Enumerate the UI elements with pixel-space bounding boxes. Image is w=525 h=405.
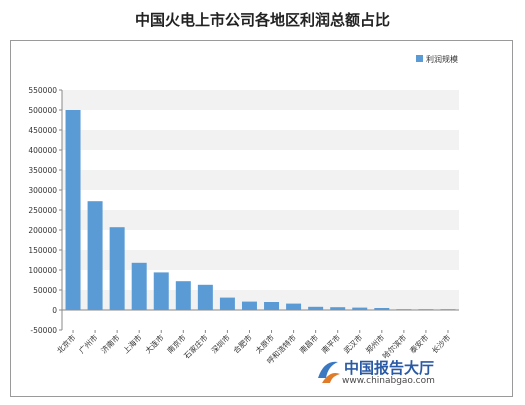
y-tick-label: 450000 — [28, 126, 57, 135]
y-tick-label: 200000 — [28, 226, 57, 235]
chart-frame — [10, 40, 513, 397]
y-tick-label: -50000 — [30, 326, 57, 335]
legend-label: 利润规模 — [426, 54, 458, 64]
chart-title: 中国火电上市公司各地区利润总额占比 — [134, 11, 390, 29]
y-tick-label: 300000 — [28, 186, 57, 195]
bar-14 — [352, 307, 368, 310]
y-tick-label: 400000 — [28, 146, 57, 155]
x-tick-label: 济南市 — [99, 332, 122, 355]
bar-9 — [241, 301, 257, 310]
grid-band — [62, 210, 459, 230]
bar-3 — [109, 227, 125, 310]
bar-18 — [440, 309, 456, 310]
bar-13 — [330, 307, 346, 310]
x-tick-label: 南平市 — [319, 332, 342, 355]
x-tick-label: 大连市 — [143, 332, 166, 355]
bar-10 — [264, 302, 280, 310]
y-tick-label: 250000 — [28, 206, 57, 215]
bar-7 — [197, 284, 213, 310]
x-tick-label: 石家庄市 — [181, 332, 210, 361]
watermark-name: 中国报告大厅 — [344, 359, 435, 377]
bar-11 — [286, 303, 302, 310]
x-tick-label: 北京市 — [54, 332, 77, 355]
bar-1 — [65, 110, 81, 310]
y-tick-label: 0 — [52, 306, 57, 315]
bar-16 — [396, 309, 412, 310]
y-tick-label: 550000 — [28, 86, 57, 95]
y-tick-label: 500000 — [28, 106, 57, 115]
x-tick-label: 泰安市 — [407, 332, 430, 355]
y-tick-label: 350000 — [28, 166, 57, 175]
bar-12 — [308, 306, 324, 310]
bar-8 — [219, 297, 235, 310]
watermark-url: www.chinabgao.com — [342, 376, 435, 386]
grid-band — [62, 170, 459, 190]
bar-15 — [374, 308, 390, 310]
bar-6 — [175, 281, 191, 310]
y-tick-label: 50000 — [33, 286, 57, 295]
watermark-icon — [318, 361, 340, 383]
x-tick-label: 南昌市 — [297, 332, 320, 355]
watermark-logo: 中国报告大厅 www.chinabgao.com — [314, 356, 464, 388]
x-tick-label: 深圳市 — [209, 332, 232, 355]
x-tick-label: 合肥市 — [231, 332, 254, 355]
y-tick-label: 150000 — [28, 246, 57, 255]
grid-band — [62, 250, 459, 270]
x-tick-label: 武汉市 — [341, 332, 364, 355]
x-tick-label: 长沙市 — [429, 332, 452, 355]
grid-band — [62, 130, 459, 150]
bar-17 — [418, 309, 434, 310]
legend-swatch — [416, 55, 423, 62]
x-tick-label: 广州市 — [77, 332, 100, 355]
bar-4 — [131, 262, 147, 310]
x-tick-label: 上海市 — [121, 332, 144, 355]
bar-5 — [153, 272, 169, 310]
bar-2 — [87, 201, 103, 310]
grid-band — [62, 90, 459, 110]
y-tick-label: 100000 — [28, 266, 57, 275]
